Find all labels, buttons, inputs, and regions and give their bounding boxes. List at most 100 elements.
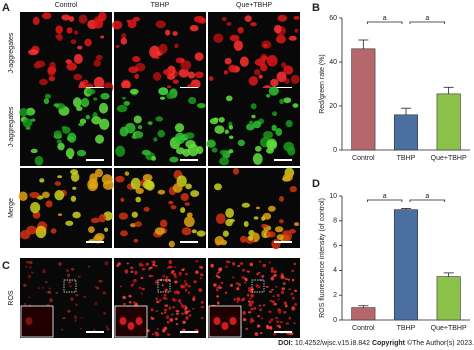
cell [30,148,38,154]
cell [98,102,109,114]
cell [130,270,134,273]
cell [218,117,225,123]
cell [244,15,252,22]
cell [173,272,177,277]
inset-cell [221,322,229,330]
cell [281,290,285,294]
cell [75,294,79,297]
cell [269,299,273,302]
cell [270,78,279,87]
cell [165,29,171,36]
cell [155,297,159,301]
significance-label: a [383,193,387,200]
cell [274,226,284,233]
cell [245,123,255,131]
cell [80,97,90,108]
cell [195,260,199,263]
cell [232,167,240,175]
cell [70,39,77,44]
cell [121,80,131,90]
cell [253,216,259,220]
cell [216,295,220,298]
cell [252,153,263,165]
cell [179,302,183,305]
cell [70,195,77,202]
cell [27,274,32,279]
cell [271,300,275,304]
cell [159,299,162,302]
cell [47,66,57,75]
cell [131,211,138,218]
cell [258,74,263,79]
cell [195,270,199,275]
cell [232,262,236,266]
cell [243,221,249,227]
cell [73,315,78,319]
cell [61,317,65,320]
y-tick-label: 40 [329,59,337,66]
cell [271,111,278,117]
cell [67,309,71,313]
cell [23,283,27,287]
cell [224,129,229,134]
cell [164,304,169,307]
cell [166,333,171,336]
cell [290,293,294,296]
cell [273,24,282,34]
cell [145,262,149,266]
cell [183,216,195,228]
cell [120,230,128,237]
bar [436,93,461,151]
cell [156,300,160,304]
cell [53,130,62,137]
cell [119,285,123,288]
cell [255,206,260,210]
cell [194,71,204,79]
cell [220,281,224,285]
cell [192,296,196,299]
y-tick-label: 0 [333,147,337,154]
cell [246,270,250,273]
cell [151,275,154,277]
cell [180,60,192,71]
cell [279,219,284,224]
cell [291,278,295,282]
cell [184,306,188,310]
cell [26,110,34,116]
cell [284,304,288,308]
cell [88,226,95,234]
cell [48,75,56,82]
cell [33,62,41,69]
cell [147,329,150,333]
cell [154,280,159,285]
y-tick-label: 4 [333,267,337,274]
cell [217,275,221,279]
cell [98,279,101,283]
column-header: TBHP [151,2,170,9]
cell [215,288,219,292]
cell [219,157,230,166]
cell [271,62,276,67]
cell [134,270,138,275]
cell [248,235,254,241]
cell [142,173,153,182]
cell [263,43,268,48]
significance-bracket [366,21,403,24]
cell [39,178,45,183]
cell [58,262,62,266]
cell [280,275,285,280]
cell [154,264,159,267]
cell [173,266,177,268]
cell [163,68,173,76]
cell [249,297,252,300]
cell [128,301,132,304]
cell [144,180,155,191]
cell [42,12,52,20]
cell [95,54,103,61]
row-label: J-aggregates [8,32,15,73]
cell [273,302,277,306]
cell [248,120,254,126]
cell [288,35,297,41]
cell [262,263,267,268]
cell [270,276,274,281]
